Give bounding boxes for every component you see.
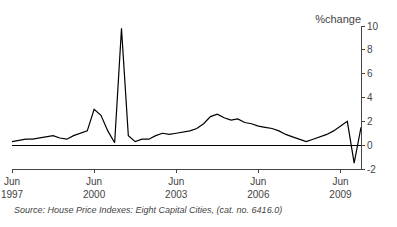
- svg-text:Jun2003: Jun2003: [165, 176, 188, 200]
- svg-text:10: 10: [367, 21, 379, 32]
- svg-text:Jun2006: Jun2006: [247, 176, 270, 200]
- svg-text:4: 4: [367, 92, 373, 103]
- svg-text:-2: -2: [367, 164, 376, 175]
- svg-text:%change: %change: [315, 13, 361, 25]
- svg-text:Jun2009: Jun2009: [329, 176, 352, 200]
- svg-text:Jun1997: Jun1997: [1, 176, 24, 200]
- svg-text:Source: House Price Indexes: E: Source: House Price Indexes: Eight Capit…: [14, 205, 282, 215]
- svg-text:6: 6: [367, 68, 373, 79]
- svg-text:Jun2000: Jun2000: [83, 176, 106, 200]
- svg-text:0: 0: [367, 140, 373, 151]
- svg-text:8: 8: [367, 44, 373, 55]
- svg-text:2: 2: [367, 116, 373, 127]
